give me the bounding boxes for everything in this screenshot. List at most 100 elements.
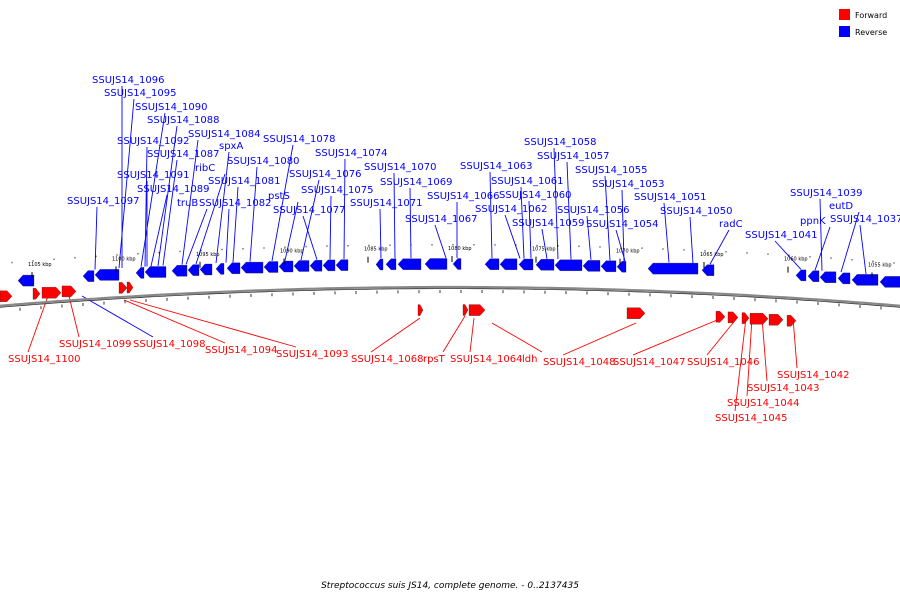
reverse-gene-7 xyxy=(199,263,213,276)
reverse-label-ssujs14-1080: SSUJS14_1080 xyxy=(227,156,300,167)
reverse-label-ssujs14-1074: SSUJS14_1074 xyxy=(315,148,388,159)
forward-gene-9 xyxy=(626,307,646,319)
forward-label-ssujs14-1100: SSUJS14_1100 xyxy=(8,354,81,365)
forward-label-ssujs14-1064: SSUJS14_1064 xyxy=(450,354,523,365)
reverse-label-ssujs14-1092: SSUJS14_1092 xyxy=(117,136,190,147)
forward-gene-10 xyxy=(715,311,726,323)
reverse-gene-13 xyxy=(293,260,310,272)
reverse-leader-39 xyxy=(689,216,694,264)
reverse-leader-40 xyxy=(709,229,730,265)
reverse-gene-26 xyxy=(554,259,583,271)
forward-label-ssujs14-1044: SSUJS14_1044 xyxy=(727,398,800,409)
reverse-gene-30 xyxy=(647,262,699,275)
reverse-label-eutd: eutD xyxy=(829,201,853,212)
reverse-label-ssujs14-1060: SSUJS14_1060 xyxy=(499,190,572,201)
reverse-leader-7 xyxy=(162,159,178,266)
reverse-label-ssujs14-1082: SSUJS14_1082 xyxy=(199,198,272,209)
tick-label-9: 1060 kbp xyxy=(784,257,808,263)
forward-gene-0 xyxy=(0,290,13,302)
reverse-gene-4 xyxy=(144,266,167,278)
reverse-gene-33 xyxy=(807,270,820,282)
reverse-leader-16 xyxy=(271,144,294,262)
forward-label-ldh: ldh xyxy=(522,354,537,365)
reverse-leader-26 xyxy=(434,224,447,259)
reverse-gene-8 xyxy=(215,263,225,275)
reverse-leader-36 xyxy=(586,215,592,260)
reverse-label-ssujs14-1090: SSUJS14_1090 xyxy=(135,102,208,113)
reverse-label-ssujs14-1081: SSUJS14_1081 xyxy=(208,176,281,187)
reverse-gene-24 xyxy=(518,258,534,271)
forward-leader-3 xyxy=(123,299,226,344)
backbone-line xyxy=(0,285,900,307)
reverse-leader-3 xyxy=(157,125,178,266)
tick-label-1: 1100 kbp xyxy=(112,256,136,262)
forward-leader-10 xyxy=(632,317,723,356)
reverse-label-ssujs14-1041: SSUJS14_1041 xyxy=(745,230,818,241)
reverse-label-ssujs14-1050: SSUJS14_1050 xyxy=(660,206,733,217)
reverse-label-ssujs14-1084: SSUJS14_1084 xyxy=(188,129,261,140)
reverse-gene-22 xyxy=(484,258,500,270)
reverse-label-ssujs14-1063: SSUJS14_1063 xyxy=(460,161,533,172)
reverse-label-ssujs14-1037: SSUJS14_1037 xyxy=(830,214,900,225)
forward-leader-13 xyxy=(761,317,768,382)
legend-label-reverse: Reverse xyxy=(855,28,887,37)
reverse-leader-17 xyxy=(343,158,346,260)
forward-leader-12 xyxy=(792,317,798,369)
reverse-label-ssujs14-1062: SSUJS14_1062 xyxy=(475,204,548,215)
reverse-leader-18 xyxy=(300,179,320,261)
reverse-leader-29 xyxy=(528,200,532,259)
reverse-label-ssujs14-1095: SSUJS14_1095 xyxy=(104,88,177,99)
reverse-label-ssujs14-1061: SSUJS14_1061 xyxy=(491,176,564,187)
reverse-leader-19 xyxy=(329,195,332,260)
reverse-label-ssujs14-1051: SSUJS14_1051 xyxy=(634,192,707,203)
reverse-leader-35 xyxy=(621,189,625,261)
forward-gene-1 xyxy=(32,288,41,300)
reverse-gene-10 xyxy=(240,261,264,274)
forward-leader-7 xyxy=(469,317,475,353)
reverse-gene-2 xyxy=(94,269,120,281)
reverse-gene-16 xyxy=(335,259,349,271)
reverse-leader-38 xyxy=(663,202,670,263)
tick-label-7: 1070 kbp xyxy=(616,249,640,255)
reverse-label-ssujs14-1075: SSUJS14_1075 xyxy=(301,185,374,196)
reverse-leader-32 xyxy=(553,147,559,260)
forward-label-rpst: rpsT xyxy=(423,354,446,365)
tick-label-8: 1065 kbp xyxy=(700,252,724,258)
forward-leader-14 xyxy=(746,317,753,397)
reverse-leader-9 xyxy=(249,166,258,262)
reverse-leader-45 xyxy=(859,224,867,275)
scale-ticks: 1105 kbp 1100 kbp 1095 kbp 1090 kbp 1085 kbp… xyxy=(11,244,895,311)
reverse-label-ssujs14-1056: SSUJS14_1056 xyxy=(557,205,630,216)
reverse-leader-13 xyxy=(94,206,98,270)
forward-label-ssujs14-1068: SSUJS14_1068 xyxy=(351,354,424,365)
reverse-gene-6 xyxy=(187,264,200,276)
reverse-gene-37 xyxy=(879,276,900,288)
forward-leader-5 xyxy=(370,317,421,353)
reverse-label-ssujs14-1067: SSUJS14_1067 xyxy=(405,214,478,225)
reverse-label-ssujs14-1089: SSUJS14_1089 xyxy=(137,184,210,195)
reverse-label-ssujs14-1091: SSUJS14_1091 xyxy=(117,170,190,181)
forward-label-ssujs14-1094: SSUJS14_1094 xyxy=(205,345,278,356)
legend-swatch-reverse xyxy=(839,26,850,37)
reverse-leader-8 xyxy=(195,173,226,265)
reverse-label-ssujs14-1055: SSUJS14_1055 xyxy=(575,165,648,176)
reverse-label-ssujs14-1053: SSUJS14_1053 xyxy=(592,179,665,190)
forward-gene-15 xyxy=(786,315,797,327)
reverse-gene-32 xyxy=(795,269,807,282)
forward-label-ssujs14-1045: SSUJS14_1045 xyxy=(715,413,788,424)
reverse-leader-5 xyxy=(144,146,148,267)
reverse-leader-28 xyxy=(520,186,525,259)
reverse-label-ssujs14-1069: SSUJS14_1069 xyxy=(380,177,453,188)
tick-label-2: 1095 kbp xyxy=(196,252,220,258)
reverse-gene-25 xyxy=(535,259,555,271)
forward-label-ssujs14-1042: SSUJS14_1042 xyxy=(777,370,850,381)
reverse-gene-15 xyxy=(322,259,336,272)
label-leader-lines xyxy=(27,86,867,412)
forward-label-ssujs14-1098: SSUJS14_1098 xyxy=(133,339,206,350)
reverse-leader-37 xyxy=(615,229,626,261)
forward-leader-2 xyxy=(81,295,154,338)
reverse-gene-27 xyxy=(582,260,601,272)
reverse-label-ribc: ribC xyxy=(195,163,215,174)
genome-caption: Streptococcus suis JS14, complete genome… xyxy=(321,581,579,591)
